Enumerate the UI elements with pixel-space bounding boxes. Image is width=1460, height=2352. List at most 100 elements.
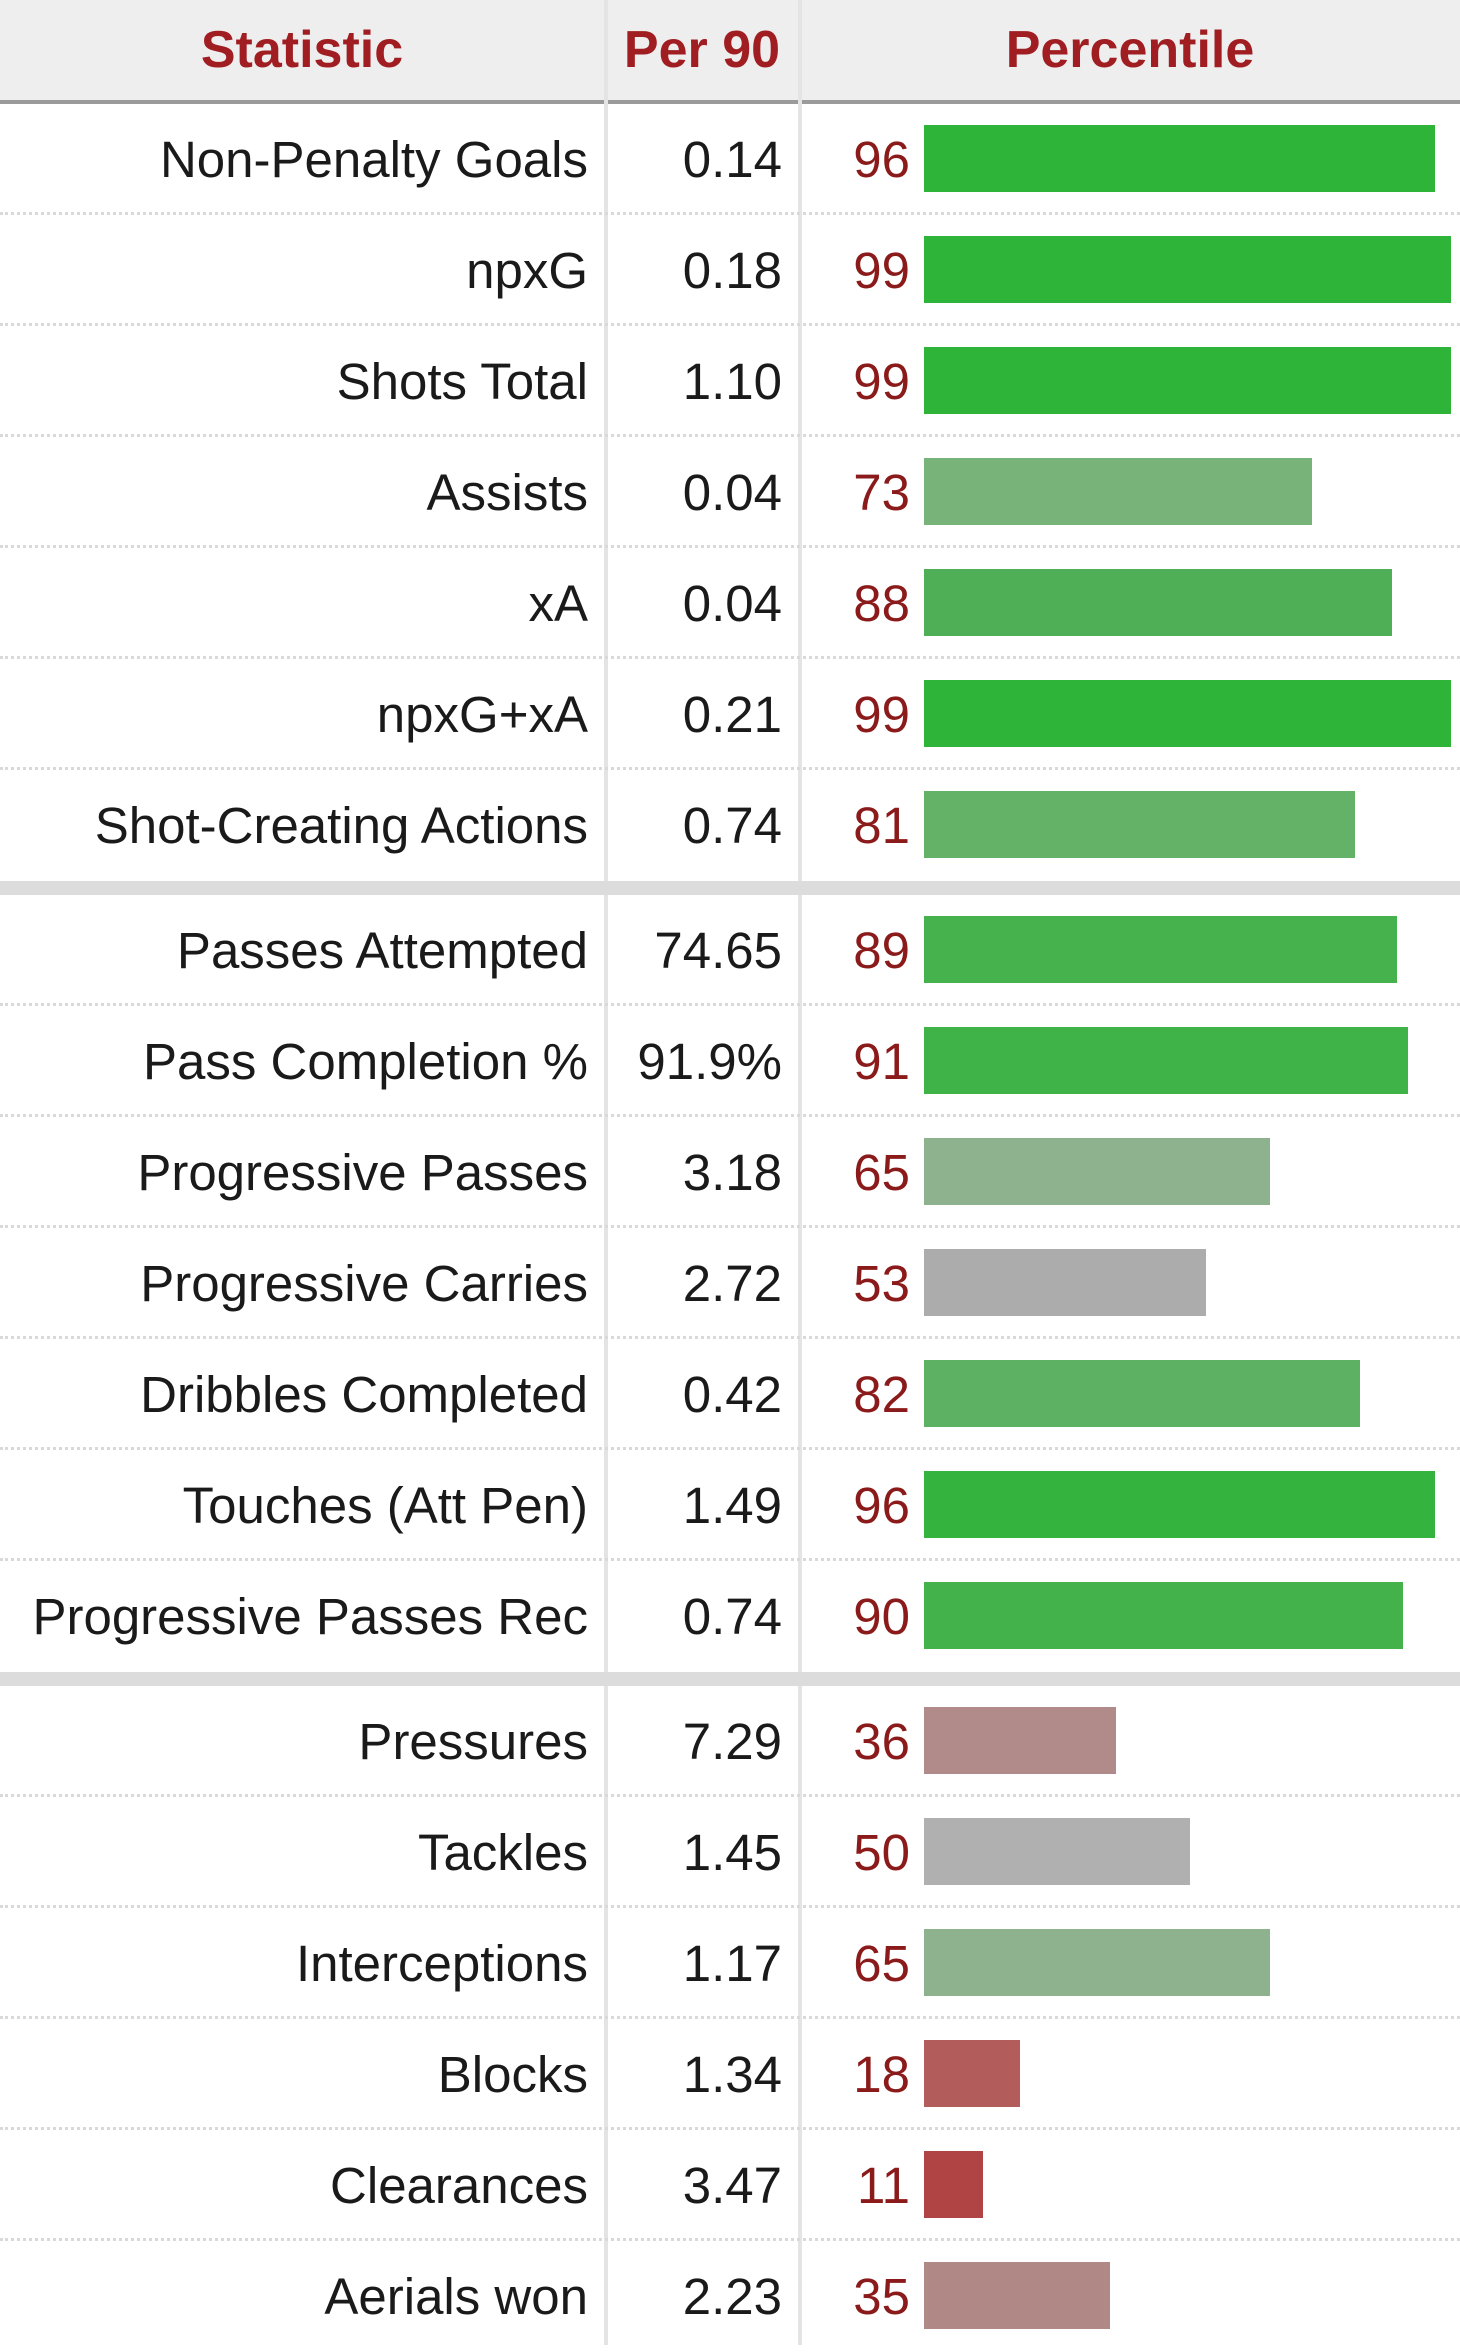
- per90-value: 3.18: [682, 1144, 782, 1201]
- percentile-bar: [924, 1582, 1403, 1649]
- percentile-bar: [924, 1929, 1270, 1996]
- percentile-value: 35: [853, 2268, 910, 2325]
- table-row: Tackles 1.45 50: [0, 1797, 1460, 1908]
- table-row: Clearances 3.47 11: [0, 2130, 1460, 2241]
- per90-value: 0.04: [682, 575, 782, 632]
- table-header: Statistic Per 90 Percentile: [0, 0, 1460, 104]
- percentile-bar: [924, 1027, 1408, 1094]
- percentile-value: 89: [853, 922, 910, 979]
- percentile-value: 65: [853, 1144, 910, 1201]
- percentile-value: 73: [853, 464, 910, 521]
- group-separator: [0, 881, 1460, 895]
- column-divider: [604, 0, 608, 2345]
- per90-value: 0.18: [682, 242, 782, 299]
- percentile-value: 82: [853, 1366, 910, 1423]
- percentile-value: 36: [853, 1713, 910, 1770]
- percentile-value: 11: [857, 2157, 910, 2214]
- percentile-value: 65: [853, 1935, 910, 1992]
- stat-label: npxG: [466, 242, 588, 299]
- percentile-value: 50: [853, 1824, 910, 1881]
- table-row: Progressive Passes Rec 0.74 90: [0, 1561, 1460, 1672]
- percentile-value: 88: [853, 575, 910, 632]
- table-row: Aerials won 2.23 35: [0, 2241, 1460, 2352]
- per90-value: 91.9%: [637, 1033, 782, 1090]
- percentile-value: 53: [853, 1255, 910, 1312]
- percentile-bar: [924, 2040, 1020, 2107]
- stat-label: Non-Penalty Goals: [159, 131, 588, 188]
- table-row: Passes Attempted 74.65 89: [0, 895, 1460, 1006]
- stat-label: Aerials won: [324, 2268, 588, 2325]
- stat-label: Progressive Passes: [137, 1144, 588, 1201]
- table-row: Assists 0.04 73: [0, 437, 1460, 548]
- header-percentile: Percentile: [1005, 21, 1255, 79]
- percentile-bar: [924, 1360, 1360, 1427]
- percentile-bar: [924, 125, 1435, 192]
- per90-value: 2.23: [682, 2268, 782, 2325]
- stat-label: Pass Completion %: [142, 1033, 588, 1090]
- per90-value: 3.47: [682, 2157, 782, 2214]
- table-row: Blocks 1.34 18: [0, 2019, 1460, 2130]
- per90-value: 74.65: [654, 922, 782, 979]
- percentile-value: 99: [853, 353, 910, 410]
- percentile-bar: [924, 1471, 1435, 1538]
- stat-label: Passes Attempted: [176, 922, 588, 979]
- percentile-bar: [924, 569, 1392, 636]
- percentile-value: 99: [853, 242, 910, 299]
- per90-value: 0.74: [682, 1588, 782, 1645]
- percentile-bar: [924, 458, 1312, 525]
- percentile-bar: [924, 1818, 1190, 1885]
- percentile-bar: [924, 2151, 983, 2218]
- per90-value: 7.29: [682, 1713, 782, 1770]
- percentile-value: 81: [853, 797, 910, 854]
- stat-label: Touches (Att Pen): [182, 1477, 588, 1534]
- table-row: Interceptions 1.17 65: [0, 1908, 1460, 2019]
- percentile-value: 96: [853, 1477, 910, 1534]
- table-row: Touches (Att Pen) 1.49 96: [0, 1450, 1460, 1561]
- header-statistic: Statistic: [200, 21, 404, 79]
- table-row: npxG 0.18 99: [0, 215, 1460, 326]
- per90-value: 2.72: [682, 1255, 782, 1312]
- stat-label: Dribbles Completed: [140, 1366, 588, 1423]
- table-row: xA 0.04 88: [0, 548, 1460, 659]
- per90-value: 0.04: [682, 464, 782, 521]
- percentile-bar: [924, 347, 1451, 414]
- per90-value: 0.42: [682, 1366, 782, 1423]
- percentile-bar: [924, 1249, 1206, 1316]
- per90-value: 1.10: [682, 353, 782, 410]
- stat-label: Progressive Carries: [140, 1255, 588, 1312]
- stat-label: Blocks: [437, 2046, 588, 2103]
- per90-value: 1.17: [682, 1935, 782, 1992]
- percentile-value: 96: [853, 131, 910, 188]
- table-row: Pressures 7.29 36: [0, 1686, 1460, 1797]
- table-row: Progressive Passes 3.18 65: [0, 1117, 1460, 1228]
- table-row: Progressive Carries 2.72 53: [0, 1228, 1460, 1339]
- percentile-bar: [924, 1138, 1270, 1205]
- stat-label: Clearances: [330, 2157, 588, 2214]
- table-row: Dribbles Completed 0.42 82: [0, 1339, 1460, 1450]
- stat-label: Shot-Creating Actions: [94, 797, 588, 854]
- stat-label: npxG+xA: [376, 686, 588, 743]
- percentile-bar: [924, 916, 1397, 983]
- group-separator: [0, 1672, 1460, 1686]
- table-row: Shots Total 1.10 99: [0, 326, 1460, 437]
- header-per90: Per 90: [623, 21, 781, 79]
- stat-label: Pressures: [358, 1713, 588, 1770]
- percentile-value: 18: [853, 2046, 910, 2103]
- per90-value: 1.49: [682, 1477, 782, 1534]
- table-row: npxG+xA 0.21 99: [0, 659, 1460, 770]
- stat-label: Tackles: [417, 1824, 588, 1881]
- stat-label: Progressive Passes Rec: [32, 1588, 588, 1645]
- per90-value: 0.14: [682, 131, 782, 188]
- stat-label: Shots Total: [336, 353, 588, 410]
- percentile-value: 99: [853, 686, 910, 743]
- percentile-bar: [924, 2262, 1110, 2329]
- percentile-bar: [924, 791, 1355, 858]
- percentile-value: 90: [853, 1588, 910, 1645]
- stat-label: Interceptions: [295, 1935, 588, 1992]
- per90-value: 0.21: [682, 686, 782, 743]
- column-divider: [798, 0, 802, 2345]
- percentile-value: 91: [853, 1033, 910, 1090]
- table-row: Non-Penalty Goals 0.14 96: [0, 104, 1460, 215]
- percentile-bar: [924, 1707, 1116, 1774]
